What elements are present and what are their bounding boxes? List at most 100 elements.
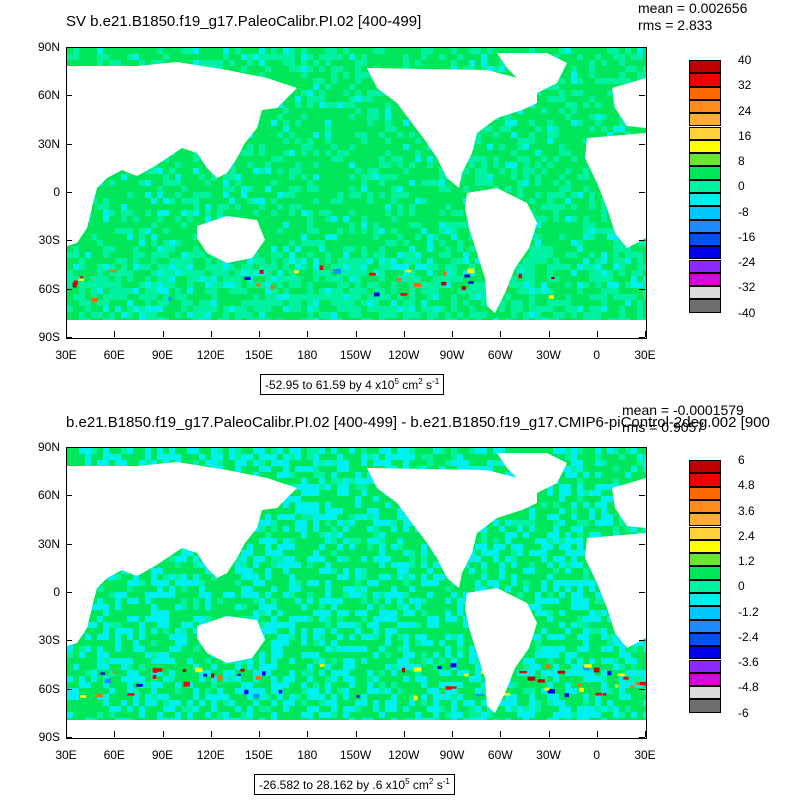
colorbar-label: 40 bbox=[738, 53, 752, 67]
colorbar-swatch bbox=[689, 299, 721, 313]
rms-label: rms = 0.9057 bbox=[622, 419, 705, 435]
eddy-features bbox=[80, 663, 646, 701]
range-label: -26.582 to 28.162 by .6 x105 cm2 s-1 bbox=[254, 774, 455, 795]
colorbar-swatch bbox=[689, 659, 721, 673]
colorbar-label: 2.4 bbox=[738, 528, 755, 543]
colorbar-label: -24 bbox=[738, 255, 756, 270]
colorbar-swatch bbox=[689, 632, 721, 647]
x-tick-label: 150W bbox=[339, 748, 372, 762]
colorbar-swatch bbox=[689, 246, 721, 260]
x-tick bbox=[114, 731, 116, 737]
colorbar-swatch bbox=[689, 553, 721, 567]
colorbar-swatch bbox=[689, 126, 721, 140]
x-tick bbox=[645, 731, 646, 737]
x-tick-label: 30E bbox=[634, 348, 656, 362]
chart-title: SV b.e21.B1850.f19_g17.PaleoCalibr.PI.02… bbox=[66, 13, 422, 30]
x-tick bbox=[452, 331, 453, 337]
colorbar-label: -6 bbox=[738, 705, 749, 720]
x-tick bbox=[307, 331, 309, 337]
colorbar-label: 32 bbox=[738, 78, 752, 93]
y-tick bbox=[639, 192, 645, 193]
colorbar-swatch bbox=[689, 460, 721, 474]
y-tick bbox=[639, 737, 645, 738]
x-tick bbox=[210, 331, 212, 337]
colorbar-swatch bbox=[689, 473, 721, 487]
x-tick bbox=[114, 331, 116, 337]
colorbar-label: 0 bbox=[738, 579, 745, 594]
colorbar-label: -4.8 bbox=[738, 680, 759, 695]
colorbar-label: 0 bbox=[738, 179, 745, 194]
y-tick bbox=[66, 288, 72, 290]
y-tick-label: 90S bbox=[38, 730, 60, 744]
y-tick bbox=[639, 288, 645, 290]
y-tick bbox=[66, 737, 72, 738]
mean-label: mean = 0.002656 bbox=[638, 0, 748, 16]
colorbar-label: -8 bbox=[738, 204, 749, 219]
y-tick-label: 60S bbox=[38, 281, 60, 296]
x-tick bbox=[548, 731, 550, 737]
x-tick-label: 60W bbox=[487, 748, 513, 762]
y-tick-label: 0 bbox=[53, 585, 60, 599]
colorbar-swatch bbox=[689, 579, 721, 593]
x-tick bbox=[66, 731, 67, 737]
y-tick-label: 30S bbox=[38, 633, 60, 648]
top-map-panel: SV b.e21.B1850.f19_g17.PaleoCalibr.PI.02… bbox=[38, 0, 756, 395]
y-tick bbox=[639, 95, 645, 97]
x-tick-label: 150E bbox=[244, 348, 274, 362]
y-tick bbox=[66, 447, 72, 448]
map-plot-area bbox=[66, 447, 647, 739]
colorbar-label: 16 bbox=[738, 128, 752, 143]
y-tick bbox=[639, 592, 645, 593]
colorbar-label: 4.8 bbox=[738, 478, 755, 493]
colorbar-swatch bbox=[689, 619, 721, 633]
rms-label: rms = 2.833 bbox=[638, 17, 713, 33]
y-tick bbox=[639, 688, 645, 690]
y-tick-label: 0 bbox=[53, 185, 60, 199]
x-tick bbox=[259, 731, 260, 737]
colorbar-swatch bbox=[689, 166, 721, 180]
y-tick bbox=[66, 592, 72, 593]
x-tick-label: 0 bbox=[593, 348, 601, 362]
x-tick bbox=[162, 731, 164, 737]
map-plot-area bbox=[66, 47, 647, 339]
colorbar-label: -3.6 bbox=[738, 655, 759, 670]
colorbar-label: 24 bbox=[738, 103, 752, 118]
colorbar-swatch bbox=[689, 232, 721, 247]
x-tick-label: 90W bbox=[439, 348, 465, 362]
colorbar-swatch bbox=[689, 73, 721, 87]
x-tick-label: 90E bbox=[151, 348, 174, 362]
x-tick-label: 90W bbox=[439, 748, 465, 762]
colorbar-swatch bbox=[689, 153, 721, 167]
colorbar-swatch bbox=[689, 646, 721, 660]
colorbar-label: -2.4 bbox=[738, 629, 759, 644]
colorbar-swatch bbox=[689, 139, 721, 154]
y-tick bbox=[66, 543, 72, 545]
x-tick-label: 30W bbox=[536, 748, 561, 762]
colorbar-label: 8 bbox=[738, 154, 745, 169]
colorbar-label: 3.6 bbox=[738, 503, 755, 518]
y-tick bbox=[639, 543, 645, 545]
colorbar-swatch bbox=[689, 60, 721, 74]
x-tick bbox=[452, 731, 453, 737]
colorbar-swatch bbox=[689, 699, 721, 713]
colorbar-swatch bbox=[689, 193, 721, 207]
colorbar-label: -40 bbox=[738, 305, 756, 320]
y-tick bbox=[66, 495, 72, 497]
y-tick bbox=[66, 143, 72, 145]
chart-title: b.e21.B1850.f19_g17.PaleoCalibr.PI.02 [4… bbox=[66, 414, 770, 431]
colorbar-swatch bbox=[689, 566, 721, 580]
y-tick bbox=[66, 240, 72, 242]
y-tick-label: 60S bbox=[38, 681, 60, 696]
land-masses bbox=[67, 53, 646, 338]
x-tick-label: 180 bbox=[297, 748, 318, 762]
y-tick bbox=[639, 337, 645, 338]
colorbar-swatch bbox=[689, 259, 721, 273]
ocean-field-map bbox=[67, 48, 646, 338]
colorbar-swatch bbox=[689, 113, 721, 127]
x-tick bbox=[548, 331, 550, 337]
colorbar-label: -16 bbox=[738, 229, 756, 244]
x-tick bbox=[66, 331, 67, 337]
colorbar-swatch bbox=[689, 86, 721, 100]
colorbar-swatch bbox=[689, 179, 721, 193]
colorbar-swatch bbox=[689, 513, 721, 527]
